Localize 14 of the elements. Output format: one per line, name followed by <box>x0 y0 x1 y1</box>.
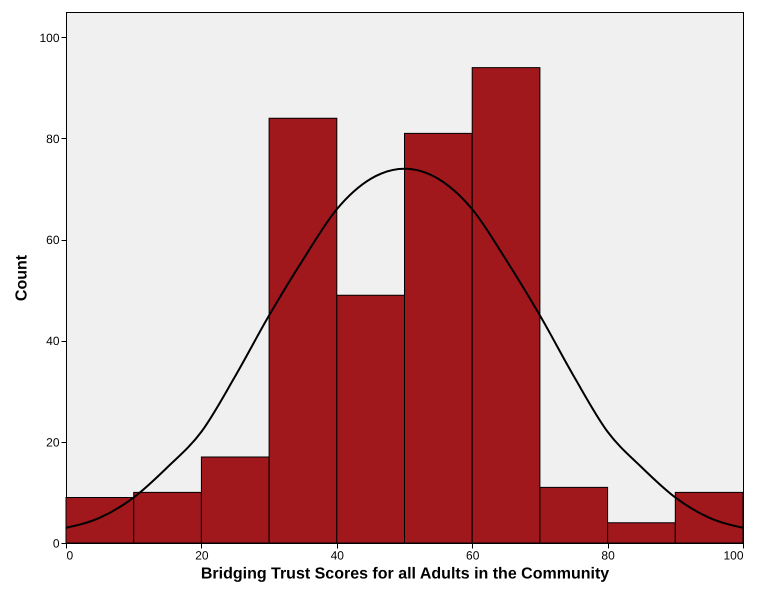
x-tick-label: 80 <box>601 548 616 562</box>
y-tick-label: 100 <box>39 30 60 45</box>
y-tick-label: 60 <box>46 233 60 248</box>
y-tick-label: 80 <box>46 132 60 146</box>
x-tick-label: 60 <box>466 548 480 562</box>
x-tick-label: 0 <box>66 548 74 562</box>
y-tick-label: 0 <box>52 536 60 550</box>
y-tick-label: 20 <box>46 435 60 450</box>
x-tick-label: 40 <box>330 548 344 562</box>
y-tick-label: 40 <box>46 334 60 348</box>
x-axis-title: Bridging Trust Scores for all Adults in the Community <box>200 566 610 582</box>
x-tick-label: 20 <box>195 548 209 562</box>
x-tick-label: 100 <box>723 548 744 562</box>
y-axis-title: Count <box>13 254 30 302</box>
